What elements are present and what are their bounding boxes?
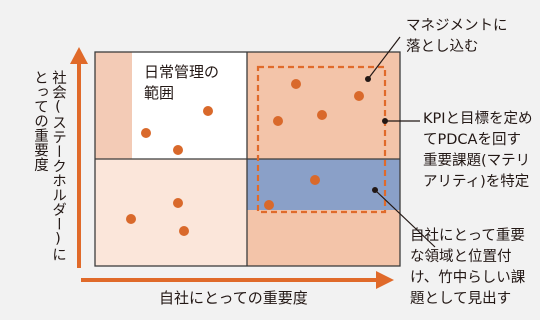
materiality-dashed-frame (256, 65, 387, 214)
dot (317, 110, 327, 120)
annotation-middle: KPIと目標を定め てPDCAを回す 重要課題(マテリ アリティ)を特定 (423, 109, 533, 193)
dot (273, 116, 283, 126)
annotation-line: 自社にとって重要 (410, 228, 525, 244)
dot (173, 145, 183, 155)
quadrant-top-left-inner (132, 52, 247, 159)
leader-line-bottom (374, 189, 436, 248)
annotation-line: 重要課題(マテリ (423, 153, 531, 169)
dot (141, 128, 151, 138)
annotation-bottom: 自社にとって重要 な領域と位置付 け、竹中らしい課 題として見出す (410, 226, 525, 310)
quadrant-label-line: 範囲 (144, 84, 175, 102)
leader-line-top (367, 36, 401, 80)
annotation-line: 落とし込む (406, 39, 479, 55)
annotation-line: KPIと目標を定め (423, 111, 533, 127)
leader-dots (365, 76, 388, 193)
y-axis-label-line1: 社会(ステークホルダー)に (50, 70, 66, 262)
dots (126, 79, 364, 236)
dot (354, 91, 364, 101)
annotation-line: 題として見出す (410, 291, 512, 307)
annotation-line: アリティ)を特定 (423, 174, 530, 190)
annotation-line: マネジメントに (406, 18, 508, 34)
leader-lines (367, 36, 436, 248)
dot (173, 198, 183, 208)
x-axis-arrow (81, 271, 394, 289)
dot (126, 214, 136, 224)
annotation-line: け、竹中らしい課 (410, 270, 526, 286)
quadrant-bottom-left (95, 159, 247, 266)
dot (203, 106, 213, 116)
dot (291, 79, 301, 89)
annotation-line: な領域と位置付 (410, 249, 512, 265)
y-axis-label-line2: とっての重要度 (32, 70, 48, 172)
dot (310, 175, 320, 185)
dot (264, 200, 274, 210)
dot (179, 226, 189, 236)
annotation-line: てPDCAを回す (423, 132, 521, 148)
quadrant-top-left-label: 日常管理の 範囲 (144, 62, 219, 104)
annotation-top: マネジメントに 落とし込む (406, 16, 508, 58)
quadrant-label-line: 日常管理の (144, 63, 220, 81)
y-axis-arrow (70, 47, 88, 268)
x-axis-label: 自社にとっての重要度 (159, 289, 308, 307)
